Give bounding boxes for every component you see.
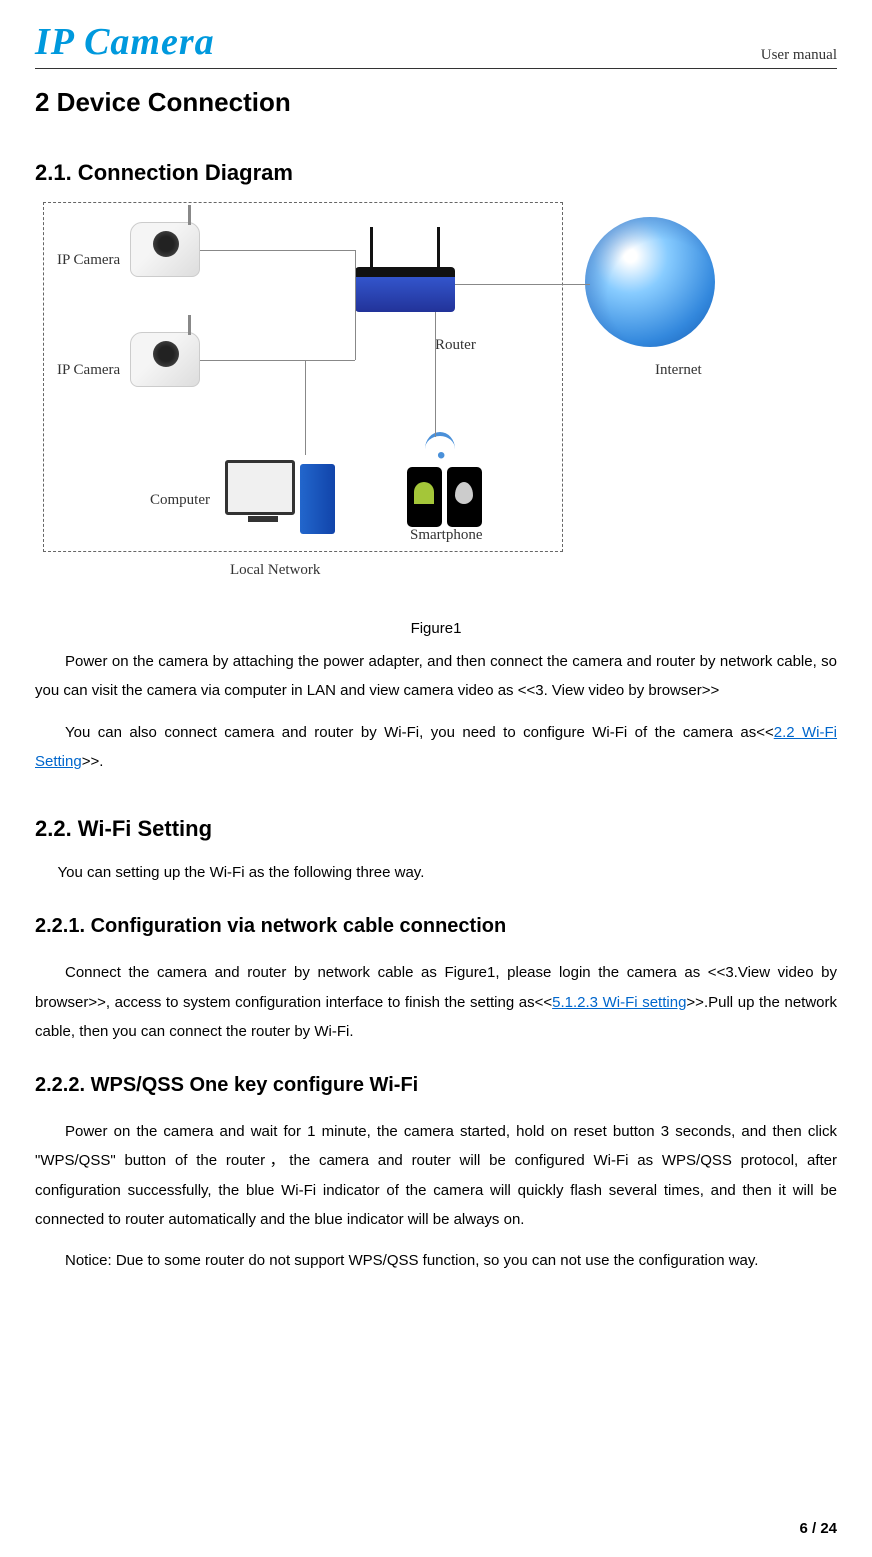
paragraph-6: Notice: Due to some router do not suppor… [35, 1246, 837, 1275]
smartphone-label: Smartphone [410, 527, 483, 544]
router-icon [355, 267, 455, 312]
paragraph-3: You can setting up the Wi-Fi as the foll… [35, 858, 837, 887]
heading-2-2-1: 2.2.1. Configuration via network cable c… [35, 915, 837, 938]
wifi-setting-detail-link[interactable]: 5.1.2.3 Wi-Fi setting [552, 994, 686, 1011]
router-label: Router [435, 337, 476, 354]
ip-camera-2-label: IP Camera [57, 362, 120, 379]
line-computer-v [305, 360, 306, 455]
logo: IP Camera [35, 20, 215, 64]
figure-caption: Figure1 [35, 620, 837, 637]
line-cam2-router-v [355, 250, 356, 360]
internet-icon [585, 217, 715, 347]
paragraph-4: Connect the camera and router by network… [35, 958, 837, 1046]
line-cam2-router-h [200, 360, 355, 361]
heading-2-1: 2.1. Connection Diagram [35, 160, 837, 186]
paragraph-2: You can also connect camera and router b… [35, 718, 837, 777]
line-router-internet [455, 284, 590, 285]
computer-icon [225, 452, 335, 537]
heading-2-2-2: 2.2.2. WPS/QSS One key configure Wi-Fi [35, 1074, 837, 1097]
ip-camera-1-label: IP Camera [57, 252, 120, 269]
local-network-label: Local Network [230, 562, 320, 579]
smartphone-icon [395, 437, 495, 532]
ip-camera-2-icon [130, 332, 200, 387]
paragraph-1: Power on the camera by attaching the pow… [35, 647, 837, 706]
page-number: 6 / 24 [799, 1520, 837, 1537]
connection-diagram: IP Camera IP Camera Router Computer Smar… [35, 202, 765, 612]
ip-camera-1-icon [130, 222, 200, 277]
header-label: User manual [761, 47, 837, 64]
computer-label: Computer [150, 492, 210, 509]
heading-2: 2 Device Connection [35, 87, 837, 118]
internet-label: Internet [655, 362, 702, 379]
heading-2-2: 2.2. Wi-Fi Setting [35, 816, 837, 842]
paragraph-5: Power on the camera and wait for 1 minut… [35, 1117, 837, 1234]
line-cam1-router [200, 250, 355, 251]
page-header: IP Camera User manual [35, 20, 837, 69]
p2-post: >>. [82, 753, 104, 770]
p2-pre: You can also connect camera and router b… [65, 724, 774, 741]
line-phone-v [435, 312, 436, 437]
